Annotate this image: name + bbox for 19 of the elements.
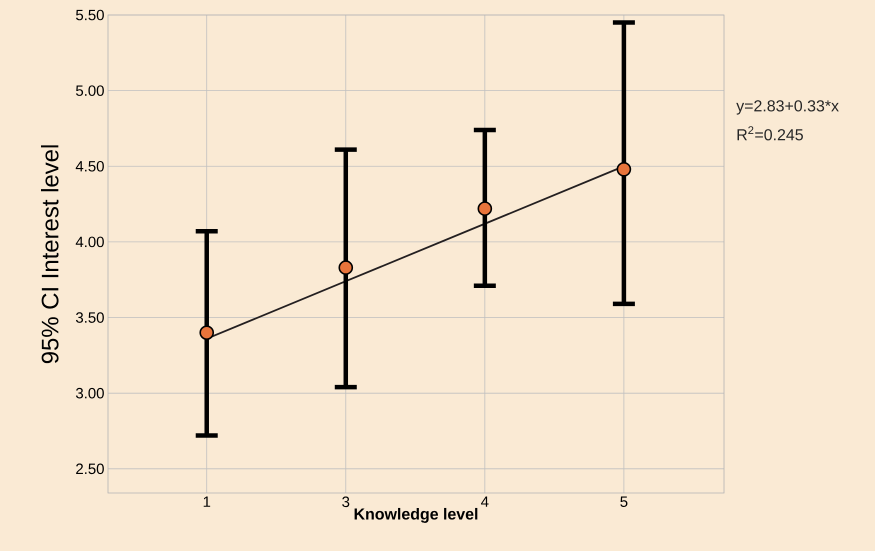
x-tick-label: 3 [342, 496, 350, 508]
y-tick-label: 5.50 [76, 10, 104, 20]
y-tick-label: 3.00 [76, 388, 104, 398]
y-axis-title: 95% CI Interest level [40, 145, 59, 364]
x-tick-label: 1 [204, 496, 210, 507]
y-tick-label: 2.50 [76, 464, 104, 474]
y-tick-label: 5.00 [76, 85, 104, 96]
x-tick-label: 4 [481, 496, 489, 507]
y-tick-label: 4.50 [76, 160, 104, 172]
y-tick-label: 4.00 [76, 236, 104, 248]
point [478, 201, 492, 216]
point [338, 260, 354, 275]
x-tick-label: 5 [620, 496, 628, 507]
point [199, 325, 214, 340]
y-tick-label: 3.50 [76, 312, 104, 323]
x-axis-title: Knowledge level [354, 508, 478, 523]
text: R$^{2}$=0.245 [738, 126, 803, 140]
point [616, 162, 632, 177]
text: y=2.83+0.33*x [736, 100, 839, 115]
